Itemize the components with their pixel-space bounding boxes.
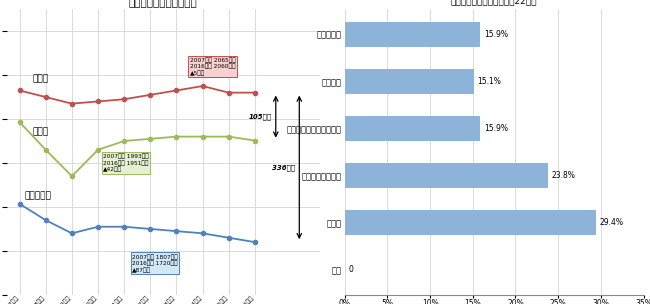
Bar [344, 69, 474, 94]
Title: 年間総実労働時間の推移: 年間総実労働時間の推移 [129, 0, 198, 7]
Text: 2007年度 1993時間
2016年度 1951時間
▲42時間: 2007年度 1993時間 2016年度 1951時間 ▲42時間 [103, 154, 149, 172]
Text: 105時間: 105時間 [249, 113, 272, 120]
Bar [344, 163, 548, 188]
Text: 2007年度 1807時間
2016年度 1720時間
▲87時間: 2007年度 1807時間 2016年度 1720時間 ▲87時間 [132, 254, 177, 272]
Text: 29.4%: 29.4% [599, 218, 623, 227]
Text: 2007年度 2065時間
2016年度 2060時間
▲5時間: 2007年度 2065時間 2016年度 2060時間 ▲5時間 [190, 57, 235, 76]
Text: 製造業: 製造業 [32, 127, 49, 136]
Text: 15.9%: 15.9% [484, 30, 508, 39]
Bar [344, 210, 595, 235]
Title: 残業・休日作業を実施している現場（強化現場）の
　割合及びその理由（平成22年）: 残業・休日作業を実施している現場（強化現場）の 割合及びその理由（平成22年） [432, 0, 556, 5]
Text: 15.9%: 15.9% [484, 124, 508, 133]
Bar [344, 22, 480, 47]
Text: 建設業: 建設業 [32, 75, 49, 84]
Bar [344, 116, 480, 141]
Text: 336時間: 336時間 [272, 164, 295, 171]
Text: 23.8%: 23.8% [551, 171, 575, 180]
Text: 15.1%: 15.1% [477, 77, 501, 86]
Text: 調査産業計: 調査産業計 [25, 191, 52, 200]
Text: 0: 0 [348, 265, 353, 274]
